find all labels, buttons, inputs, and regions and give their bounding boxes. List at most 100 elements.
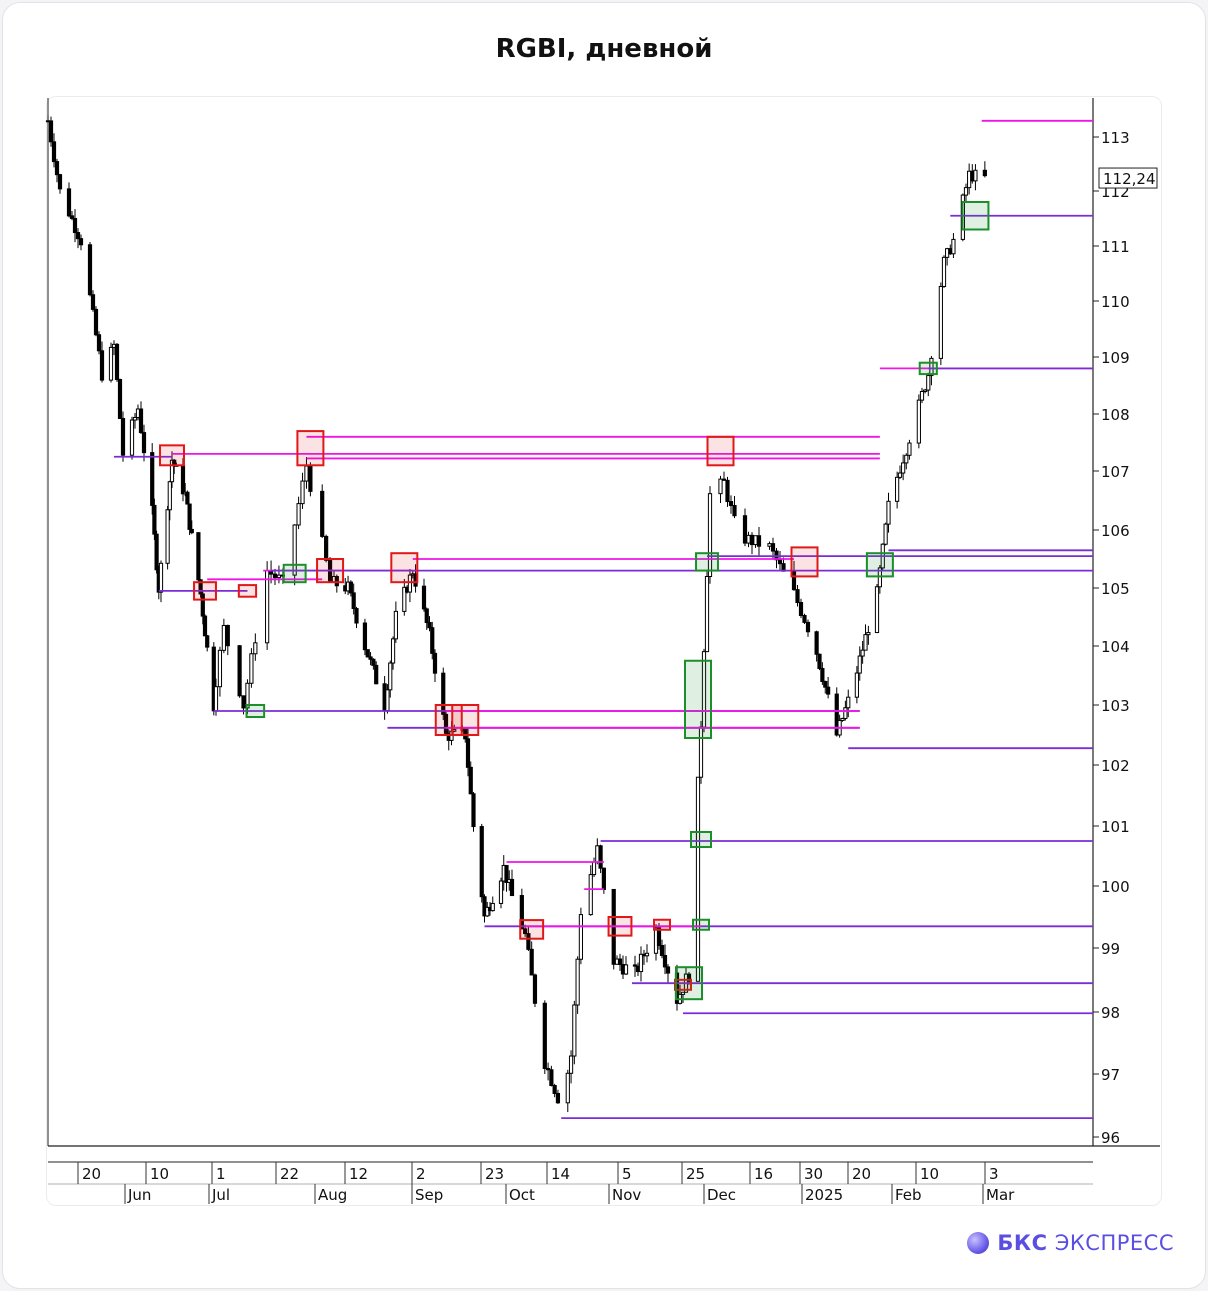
candle-body xyxy=(814,631,819,655)
candle-body xyxy=(117,379,123,420)
candle-body xyxy=(549,1069,554,1087)
candle-body xyxy=(441,672,446,715)
bearish-gap-box xyxy=(607,916,633,937)
bullish-gap-box xyxy=(684,659,712,739)
candle-body xyxy=(919,391,925,401)
candle-body xyxy=(820,667,825,682)
candle-body xyxy=(402,586,407,612)
day-tick-label: 12 xyxy=(349,1165,368,1183)
candle-body xyxy=(886,500,891,525)
candle-body xyxy=(138,408,144,434)
y-tick-label: 107 xyxy=(1101,463,1130,481)
day-tick-label: 2 xyxy=(416,1165,426,1183)
candle-body xyxy=(938,285,943,359)
candle-body xyxy=(749,534,755,546)
current-price-label: 112,24 xyxy=(1103,170,1156,188)
day-tick-label: 20 xyxy=(852,1165,871,1183)
candle-body xyxy=(324,535,329,561)
candle-body xyxy=(907,442,912,456)
candle-body xyxy=(941,256,947,287)
candle-body xyxy=(217,649,223,688)
candle-body xyxy=(479,826,484,898)
candle-body xyxy=(485,906,490,917)
candle-body xyxy=(575,958,580,1006)
candle-body xyxy=(923,389,928,393)
y-tick-label: 101 xyxy=(1101,818,1130,836)
candle-body xyxy=(951,238,956,255)
candle-body xyxy=(767,543,772,547)
candle-body xyxy=(725,479,730,503)
candle-body xyxy=(51,141,57,163)
month-tick-label: Aug xyxy=(318,1186,347,1204)
current-price-box xyxy=(1098,167,1158,189)
candle-body xyxy=(93,308,99,336)
y-tick-label: 98 xyxy=(1101,1004,1120,1022)
candle-body xyxy=(732,505,737,517)
month-tick-label: Sep xyxy=(415,1186,443,1204)
candle-body xyxy=(578,914,584,960)
candle-body xyxy=(746,534,751,544)
candle-body xyxy=(241,695,246,709)
candle-body xyxy=(568,1055,574,1074)
candle-body xyxy=(770,543,776,552)
candle-body xyxy=(300,480,305,505)
month-tick-label: 2025 xyxy=(805,1186,843,1204)
bullish-gap-box xyxy=(245,704,266,718)
candle-body xyxy=(385,689,390,712)
candle-body xyxy=(929,357,934,377)
y-tick-label: 109 xyxy=(1101,349,1130,367)
candle-body xyxy=(482,896,487,917)
candle-body xyxy=(374,664,379,685)
candle-body xyxy=(638,953,644,973)
candle-body xyxy=(777,559,783,565)
month-tick-label: Mar xyxy=(986,1186,1015,1204)
y-tick-label: 99 xyxy=(1101,940,1120,958)
candle-body xyxy=(874,586,880,634)
bullish-gap-box xyxy=(675,966,703,1001)
candle-body xyxy=(75,232,81,240)
chart-title: RGBI, дневной xyxy=(495,34,713,64)
candle-body xyxy=(368,656,373,660)
candle-body xyxy=(854,672,859,698)
candle-body xyxy=(504,864,509,883)
candle-body xyxy=(817,653,822,669)
candle-body xyxy=(96,334,102,352)
candle-body xyxy=(87,244,93,296)
candle-body xyxy=(365,649,370,658)
candle-body xyxy=(601,867,606,890)
candle-body xyxy=(185,491,190,505)
candle-body xyxy=(169,459,175,483)
candle-body xyxy=(542,1002,547,1069)
candle-body xyxy=(308,465,313,492)
candle-body xyxy=(430,627,435,654)
candle-body xyxy=(296,503,301,526)
month-tick-label: Nov xyxy=(612,1186,641,1204)
candle-body xyxy=(69,215,75,219)
candle-body xyxy=(509,878,515,897)
bearish-gap-box xyxy=(193,581,217,601)
candle-body xyxy=(141,432,147,454)
y-tick-label: 102 xyxy=(1101,757,1130,775)
day-tick-label: 10 xyxy=(920,1165,939,1183)
candle-body xyxy=(529,948,534,976)
candle-body xyxy=(54,161,60,176)
candle-body xyxy=(916,399,921,444)
candle-body xyxy=(756,535,762,547)
candle-body xyxy=(213,686,219,712)
day-tick-label: 1 xyxy=(216,1165,226,1183)
day-tick-label: 5 xyxy=(622,1165,632,1183)
month-tick-label: Dec xyxy=(707,1186,736,1204)
bearish-gap-box xyxy=(790,546,819,578)
candle-body xyxy=(659,944,665,956)
bearish-gap-box xyxy=(519,919,545,940)
candle-body xyxy=(883,523,888,545)
candle-body xyxy=(926,375,931,391)
candle-body xyxy=(665,966,671,974)
candle-body xyxy=(598,845,603,869)
candle-body xyxy=(617,958,623,966)
candle-body xyxy=(728,501,734,507)
candle-body xyxy=(292,524,297,576)
month-tick-label: Jul xyxy=(211,1186,230,1204)
candle-body xyxy=(348,581,353,594)
candle-body xyxy=(99,350,105,381)
